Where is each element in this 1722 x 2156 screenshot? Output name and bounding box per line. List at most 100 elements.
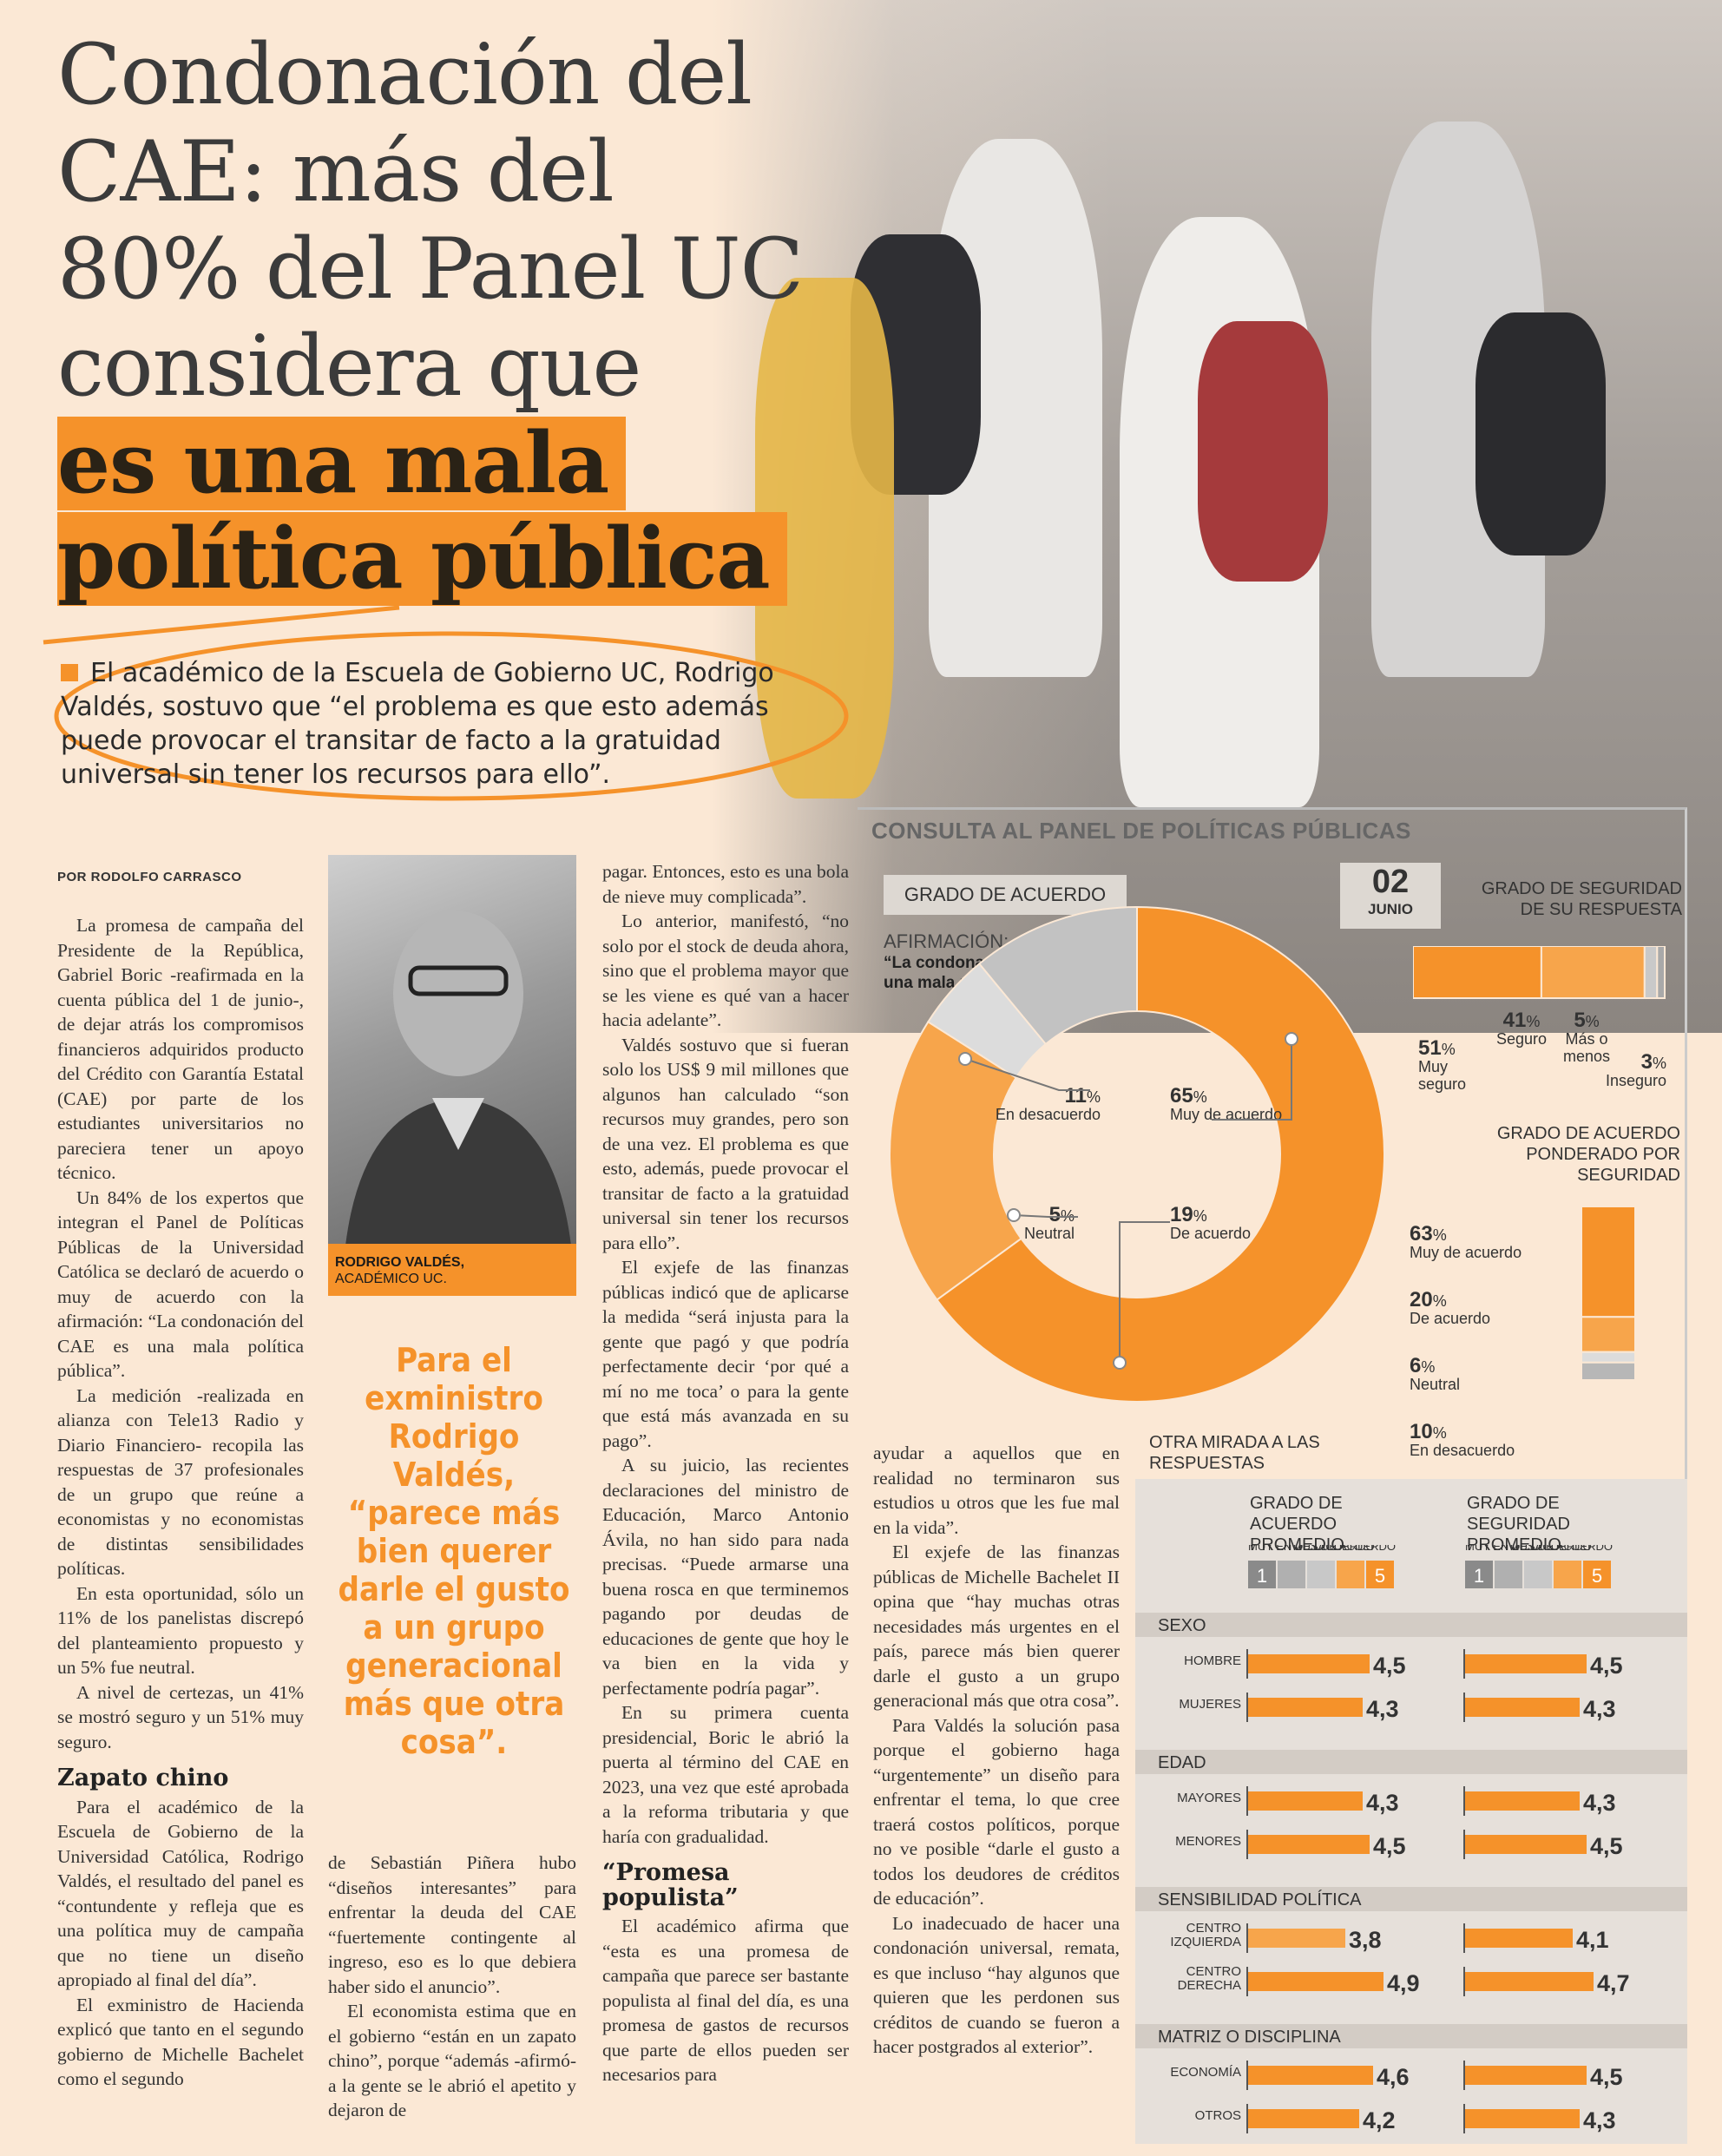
bar-axis	[1246, 2061, 1248, 2090]
seguridad-segment-2	[1643, 946, 1659, 999]
bar-axis	[1463, 2104, 1465, 2133]
avg-value: 4,3	[1366, 1790, 1399, 1816]
infographic: CONSULTA AL PANEL DE POLÍTICAS PÚBLICAS …	[858, 807, 1691, 2144]
group-name: EDAD	[1158, 1753, 1206, 1772]
scale-step	[1337, 1561, 1364, 1588]
portrait-figure	[345, 911, 571, 1246]
scale-max-value: 5	[1375, 1565, 1385, 1587]
scale-low-label: MUY EN DESACUERDO	[1465, 1545, 1592, 1553]
label-seguro: 41% Seguro	[1495, 1009, 1548, 1048]
avg-bar-acuerdo	[1248, 1791, 1363, 1811]
group-name: SEXO	[1158, 1616, 1206, 1635]
row-label: IZQUIERDA	[1170, 1935, 1241, 1949]
paragraph: El exjefe de las finanzas públicas indic…	[602, 1257, 849, 1451]
students-photo	[712, 0, 1722, 1033]
paragraph: En su primera cuenta presidencial, Boric…	[602, 1702, 849, 1847]
avg-bar-acuerdo	[1248, 1698, 1363, 1717]
scale-low-label: MUY EN DESACUERDO	[1248, 1545, 1375, 1553]
paragraph: A su juicio, las recientes declaraciones…	[602, 1455, 849, 1699]
row-label: ECONOMÍA	[1170, 2065, 1241, 2080]
avg-value: 4,1	[1576, 1927, 1609, 1953]
group-header	[1135, 2024, 1687, 2048]
prom-acuerdo-title: GRADO DE ACUERDO PROMEDIO	[1250, 1494, 1344, 1555]
paragraph: La medición -realizada en alianza con Te…	[57, 1384, 304, 1580]
ponderado-segment-1	[1581, 1316, 1636, 1353]
avg-bar-seguridad	[1465, 1654, 1587, 1673]
otra-mirada-title: OTRA MIRADA A LAS RESPUESTAS	[1149, 1433, 1320, 1473]
avg-value: 4,3	[1583, 2107, 1616, 2133]
paragraph: En esta oportunidad, sólo un 11% de los …	[57, 1582, 304, 1679]
row-label: OTROS	[1195, 2108, 1241, 2123]
row-label: HOMBRE	[1184, 1653, 1241, 1668]
column-2: de Sebastián Piñera hubo “diseños intere…	[328, 1850, 576, 2123]
avg-bar-acuerdo	[1248, 1972, 1384, 1991]
avg-value: 4,5	[1590, 2064, 1623, 2090]
scale-step	[1465, 1561, 1493, 1588]
paragraph: Un 84% de los expertos que integran el P…	[57, 1186, 304, 1382]
paragraph: Lo inadecuado de hacer una condonación u…	[873, 1912, 1120, 2058]
pull-quote: Para el exministro Rodrigo Valdés, “pare…	[338, 1341, 570, 1761]
avg-bar-acuerdo	[1248, 1835, 1370, 1854]
avg-bar-seguridad	[1465, 2109, 1580, 2128]
donut-leaders	[958, 1032, 1298, 1370]
bar-axis	[1246, 1830, 1248, 1859]
group-header	[1135, 1750, 1687, 1774]
scale-step	[1307, 1561, 1335, 1588]
lead-paragraph: El académico de la Escuela de Gobierno U…	[61, 656, 790, 792]
label-de-acuerdo: 19% De acuerdo	[1170, 1203, 1252, 1243]
grado-acuerdo-header: GRADO DE ACUERDO	[884, 875, 1127, 915]
seguridad-segment-1	[1540, 946, 1646, 999]
avg-value: 4,3	[1366, 1696, 1399, 1722]
caption-name: RODRIGO VALDÉS,	[335, 1255, 465, 1270]
date-box: 02 JUNIO	[1340, 863, 1441, 929]
headline-highlight: política pública	[57, 512, 787, 606]
infographic-title: CONSULTA AL PANEL DE POLÍTICAS PÚBLICAS	[871, 818, 1411, 844]
paragraph: El académico afirma que “esta es una pro…	[602, 1916, 849, 2085]
subhead: “Promesa populista”	[602, 1859, 739, 1911]
prom-seguridad-title: GRADO DE SEGURIDAD PROMEDIO	[1467, 1494, 1570, 1555]
paragraph: El economista estima que en el gobierno …	[328, 2001, 576, 2120]
column-1: La promesa de campaña del Presidente de …	[57, 913, 304, 2092]
slice-de-acuerdo	[889, 1020, 1022, 1301]
avg-bar-seguridad	[1465, 1929, 1573, 1948]
group-name: MATRIZ O DISCIPLINA	[1158, 2028, 1341, 2047]
scale-min-value: 1	[1257, 1565, 1267, 1587]
label-pond-desacuerdo: 10% En desacuerdo	[1410, 1420, 1515, 1460]
avg-value: 4,5	[1590, 1653, 1623, 1679]
scale-step	[1495, 1561, 1522, 1588]
group-header	[1135, 1613, 1687, 1637]
avg-bar-seguridad	[1465, 2066, 1587, 2085]
paragraph: La promesa de campaña del Presidente de …	[57, 915, 304, 1183]
row-label: DERECHA	[1178, 1978, 1241, 1993]
ponderado-segment-3	[1581, 1361, 1636, 1381]
bar-axis	[1463, 1923, 1465, 1953]
paragraph: ayudar a aquellos que en realidad no ter…	[873, 1443, 1120, 1538]
row-label: CENTRO	[1186, 1921, 1241, 1936]
paragraph: Valdés sostuvo que si fueran solo los US…	[602, 1034, 849, 1253]
scale-high-label: MUY DE ACUERDO	[1293, 1545, 1396, 1553]
scale-min-value: 1	[1474, 1565, 1484, 1587]
bar-axis	[1246, 1923, 1248, 1953]
ponderado-title: GRADO DE ACUERDO PONDERADO POR SEGURIDAD	[1496, 1124, 1680, 1185]
row-label: MAYORES	[1177, 1791, 1241, 1805]
portrait-photo: RODRIGO VALDÉS, ACADÉMICO UC.	[328, 855, 576, 1296]
ponderado-bar	[1581, 1206, 1636, 1381]
bar-axis	[1463, 1967, 1465, 1996]
bar-axis	[1463, 1830, 1465, 1859]
column-3: pagar. Entonces, esto es una bola de nie…	[602, 859, 849, 2087]
bar-axis	[1463, 1786, 1465, 1816]
date-day: 02	[1371, 864, 1410, 900]
avg-bar-acuerdo	[1248, 2066, 1373, 2085]
slice-en-desacuerdo	[977, 905, 1138, 1046]
avg-bar-acuerdo	[1248, 1929, 1345, 1948]
group-name: SENSIBILIDAD POLÍTICA	[1158, 1890, 1362, 1910]
avg-bar-acuerdo	[1248, 1654, 1370, 1673]
paragraph: pagar. Entonces, esto es una bola de nie…	[602, 861, 849, 907]
seguridad-segment-0	[1413, 946, 1542, 999]
column-4: ayudar a aquellos que en realidad no ter…	[873, 1441, 1120, 2060]
avg-value: 4,5	[1590, 1833, 1623, 1859]
lead-text: El académico de la Escuela de Gobierno U…	[61, 658, 774, 790]
avg-value: 4,3	[1583, 1696, 1616, 1722]
avg-bar-seguridad	[1465, 1698, 1580, 1717]
avg-bar-seguridad	[1465, 1972, 1594, 1991]
